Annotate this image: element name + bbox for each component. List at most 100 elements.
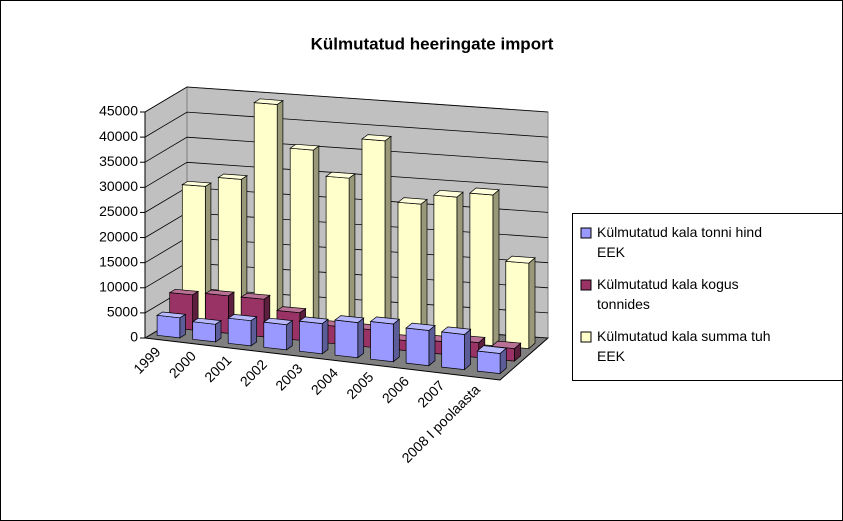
grid-line xyxy=(144,86,549,113)
bar xyxy=(253,98,284,329)
bar-front xyxy=(289,147,314,332)
bar-front xyxy=(263,321,287,351)
bar-top xyxy=(262,317,294,326)
bar-front xyxy=(476,350,501,374)
bar xyxy=(397,197,428,341)
bar xyxy=(217,173,248,326)
bar-side xyxy=(179,313,186,339)
bar xyxy=(469,187,500,347)
bar xyxy=(289,143,320,332)
bar xyxy=(262,317,294,351)
bar-top xyxy=(227,314,258,322)
bar-top xyxy=(433,189,464,198)
bar-side xyxy=(348,173,356,335)
legend-label: Külmutatud kala kogus tonnides xyxy=(597,276,739,312)
bar-side xyxy=(384,135,392,338)
bar-front xyxy=(156,314,181,339)
bar-side xyxy=(321,318,329,355)
bar xyxy=(181,180,213,323)
y-tick-label: 25000 xyxy=(99,203,138,219)
y-tick-label: 40000 xyxy=(99,128,138,144)
bar xyxy=(361,134,392,338)
bar xyxy=(476,345,508,375)
y-tick-label: 30000 xyxy=(99,178,138,194)
bar xyxy=(325,171,356,335)
chart-title: Külmutatud heeringate import xyxy=(311,34,554,53)
bar xyxy=(369,316,401,363)
bar-front xyxy=(192,321,216,343)
y-tick-label: 45000 xyxy=(99,103,138,119)
y-tick-label: 0 xyxy=(130,329,138,345)
bar-side xyxy=(420,198,428,341)
bar-top xyxy=(440,326,472,335)
bar-top xyxy=(156,311,187,319)
bar xyxy=(156,311,187,339)
bar-side xyxy=(456,191,464,344)
legend-swatch xyxy=(580,279,592,291)
grid-line xyxy=(144,111,549,138)
bar xyxy=(227,314,258,347)
bar-side xyxy=(464,328,471,371)
bar-side xyxy=(357,317,365,359)
bar-side xyxy=(492,189,500,347)
bar-top xyxy=(217,173,248,180)
bar-top xyxy=(240,292,271,300)
bar xyxy=(298,316,329,355)
y-tick-label: 35000 xyxy=(99,153,138,169)
bar-side xyxy=(286,319,293,351)
bar-front xyxy=(441,331,465,370)
y-tick-label: 5000 xyxy=(107,304,138,320)
bar-top xyxy=(276,306,307,314)
legend-swatch xyxy=(580,331,592,343)
bar-top xyxy=(191,317,223,325)
bar-top xyxy=(476,345,508,354)
bar xyxy=(191,317,223,343)
bar-top xyxy=(181,180,213,187)
bar xyxy=(334,315,365,359)
bar xyxy=(433,189,464,344)
legend-label: Külmutatud kala summa tuh EEK xyxy=(597,328,771,364)
bar-top xyxy=(204,289,236,297)
grid-line xyxy=(144,136,549,163)
bar-top xyxy=(361,134,392,142)
y-tick-label: 10000 xyxy=(99,278,138,294)
grid-line xyxy=(144,161,549,188)
bar-top xyxy=(325,171,356,179)
legend-swatch xyxy=(580,227,592,239)
bar-side xyxy=(276,99,284,329)
bar-front xyxy=(361,138,386,338)
bar-front xyxy=(370,321,394,363)
bar-front xyxy=(227,317,252,347)
legend-box xyxy=(572,213,842,381)
bar-front xyxy=(405,327,430,367)
bar-side xyxy=(528,257,536,350)
bar xyxy=(504,255,536,350)
bar-top xyxy=(298,316,329,324)
bar-front xyxy=(334,319,359,359)
bar-side xyxy=(312,145,320,332)
bar-front xyxy=(299,320,323,355)
bar-top xyxy=(253,98,284,105)
legend-label: Külmutatud kala tonni hind EEK xyxy=(597,224,762,260)
bar-top xyxy=(369,316,401,325)
bar-front xyxy=(397,201,422,341)
bar-top xyxy=(504,255,536,264)
bar-front xyxy=(469,192,494,346)
bar-top xyxy=(289,143,320,151)
bar-top xyxy=(405,322,436,331)
legend: Külmutatud kala tonni hind EEK Külmutatud … xyxy=(572,213,842,381)
bar-front xyxy=(433,194,458,344)
bar-top xyxy=(469,187,500,196)
bar-front xyxy=(505,260,530,349)
bar-side xyxy=(250,316,258,347)
bar-top xyxy=(334,315,365,323)
y-tick-label: 15000 xyxy=(99,253,138,269)
bar-top xyxy=(397,197,428,205)
bar-side xyxy=(428,324,436,367)
bar xyxy=(405,322,436,367)
bar-side xyxy=(392,318,400,363)
bar-top xyxy=(168,288,200,296)
bar xyxy=(440,326,472,371)
